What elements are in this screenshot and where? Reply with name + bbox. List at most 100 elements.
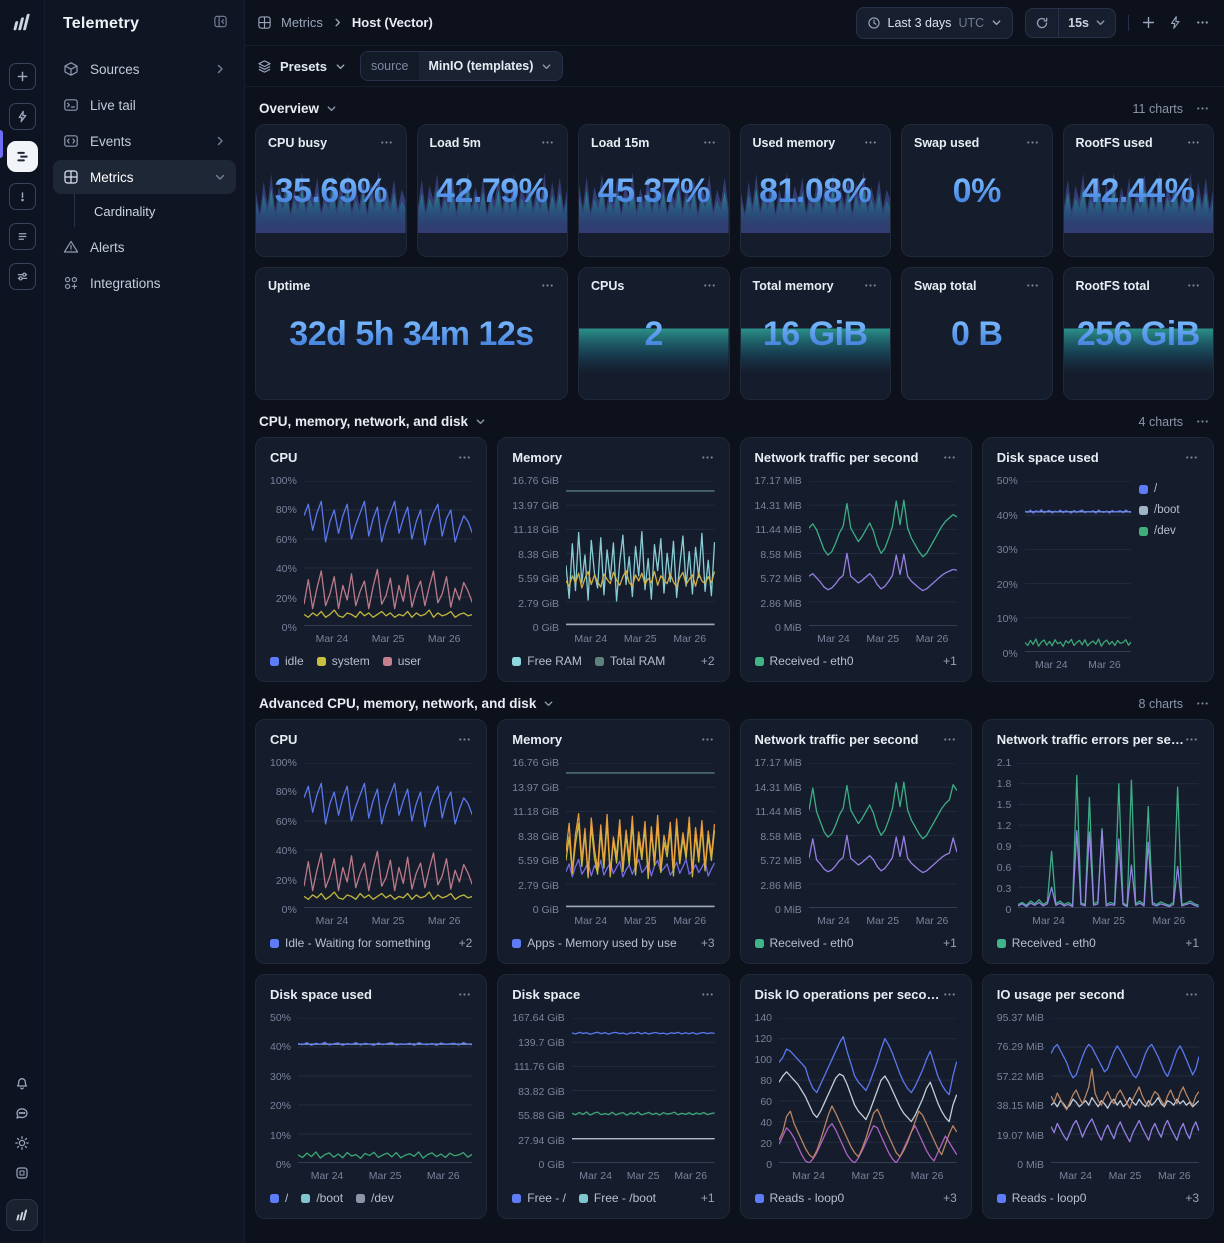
more-options-icon[interactable]	[1186, 135, 1201, 150]
more-options-icon[interactable]	[700, 450, 715, 465]
more-options-icon[interactable]	[457, 987, 472, 1002]
legend-more-count[interactable]: +3	[943, 1191, 957, 1205]
more-options-icon[interactable]	[1025, 278, 1040, 293]
legend-more-count[interactable]: +3	[700, 936, 715, 950]
legend-item[interactable]: /dev	[1139, 525, 1199, 537]
legend-item[interactable]: Free RAM	[512, 654, 582, 668]
rail-pipelines-icon[interactable]	[8, 263, 36, 290]
legend-item[interactable]: /	[1139, 483, 1199, 495]
source-selector[interactable]: source MinIO (templates)	[359, 51, 564, 81]
theme-sun-icon[interactable]	[14, 1135, 30, 1151]
rail-alerts-icon[interactable]	[8, 183, 36, 210]
more-options-icon[interactable]	[540, 135, 555, 150]
legend-item[interactable]: Received - eth0	[754, 654, 854, 668]
more-options-icon[interactable]	[942, 732, 957, 747]
legend-more-count[interactable]: +1	[1185, 936, 1199, 950]
chevron-down-icon[interactable]	[543, 698, 554, 709]
legend-more-count[interactable]: +1	[700, 1191, 715, 1205]
sidebar-item-events[interactable]: Events	[53, 124, 236, 158]
legend-item[interactable]: Total RAM	[594, 654, 665, 668]
rail-add-icon[interactable]	[8, 63, 36, 90]
more-options-icon[interactable]	[540, 278, 555, 293]
legend-item[interactable]: Free - /boot	[578, 1191, 656, 1205]
chevron-down-icon[interactable]	[475, 416, 486, 427]
shortcuts-command-icon[interactable]	[14, 1165, 30, 1181]
more-options-icon[interactable]	[942, 987, 957, 1002]
sidebar-item-live-tail[interactable]: Live tail	[53, 88, 236, 122]
chart-plot[interactable]	[304, 763, 472, 908]
notifications-bell-icon[interactable]	[14, 1075, 30, 1091]
legend-more-count[interactable]: +1	[943, 654, 957, 668]
refresh-interval-button[interactable]: 15s	[1058, 8, 1115, 37]
section-more-options-icon[interactable]	[1195, 696, 1210, 711]
legend-more-count[interactable]: +2	[700, 654, 715, 668]
zap-icon[interactable]	[1168, 15, 1183, 30]
legend-item[interactable]: system	[316, 654, 370, 668]
legend-item[interactable]: idle	[270, 654, 304, 668]
legend-item[interactable]: Free - /	[512, 1191, 566, 1205]
app-logo-icon[interactable]	[10, 13, 34, 36]
sidebar-item-metrics[interactable]: Metrics	[53, 160, 236, 194]
section-title[interactable]: Advanced CPU, memory, network, and disk	[259, 696, 537, 711]
chart-plot[interactable]	[566, 763, 715, 908]
more-options-icon[interactable]	[1025, 135, 1040, 150]
chart-plot[interactable]	[566, 481, 715, 626]
section-more-options-icon[interactable]	[1195, 101, 1210, 116]
more-options-icon[interactable]	[700, 732, 715, 747]
more-options-icon[interactable]	[863, 135, 878, 150]
feedback-chat-icon[interactable]	[14, 1105, 30, 1121]
sidebar-item-alerts[interactable]: Alerts	[53, 230, 236, 264]
more-options-icon[interactable]	[702, 278, 717, 293]
more-options-icon[interactable]	[1184, 450, 1199, 465]
more-options-icon[interactable]	[1184, 732, 1199, 747]
more-options-icon[interactable]	[942, 450, 957, 465]
more-options-icon[interactable]	[1195, 15, 1210, 30]
chart-plot[interactable]	[1025, 481, 1131, 652]
sidebar-item-integrations[interactable]: Integrations	[53, 266, 236, 300]
chart-plot[interactable]	[1018, 763, 1199, 908]
more-options-icon[interactable]	[700, 987, 715, 1002]
legend-item[interactable]: /boot	[301, 1191, 343, 1205]
chart-plot[interactable]	[809, 481, 957, 626]
time-range-button[interactable]: Last 3 days UTC	[855, 6, 1014, 39]
more-options-icon[interactable]	[1186, 278, 1201, 293]
more-options-icon[interactable]	[863, 278, 878, 293]
rail-logs-icon[interactable]	[8, 223, 36, 250]
chart-plot[interactable]	[809, 763, 957, 908]
legend-item[interactable]: Idle - Waiting for something	[270, 936, 431, 950]
refresh-icon[interactable]	[1026, 9, 1058, 37]
legend-item[interactable]: /	[270, 1191, 288, 1205]
more-options-icon[interactable]	[457, 450, 472, 465]
sidebar-item-cardinality[interactable]: Cardinality	[53, 193, 236, 228]
chart-plot[interactable]	[779, 1018, 957, 1163]
legend-item[interactable]: Received - eth0	[754, 936, 854, 950]
chart-plot[interactable]	[304, 481, 472, 626]
more-options-icon[interactable]	[702, 135, 717, 150]
chart-plot[interactable]	[1051, 1018, 1199, 1163]
presets-button[interactable]: Presets	[257, 59, 346, 74]
legend-more-count[interactable]: +1	[943, 936, 957, 950]
legend-more-count[interactable]: +2	[458, 936, 473, 950]
section-more-options-icon[interactable]	[1195, 414, 1210, 429]
legend-item[interactable]: Apps - Memory used by use	[512, 936, 677, 950]
legend-item[interactable]: Reads - loop0	[754, 1191, 844, 1205]
legend-item[interactable]: user	[382, 654, 421, 668]
sidebar-collapse-icon[interactable]	[213, 14, 228, 34]
breadcrumb-root[interactable]: Metrics	[281, 15, 323, 30]
section-title[interactable]: Overview	[259, 101, 320, 116]
add-chart-icon[interactable]	[1141, 15, 1156, 30]
section-title[interactable]: CPU, memory, network, and disk	[259, 414, 469, 429]
sidebar-item-sources[interactable]: Sources	[53, 52, 236, 86]
more-options-icon[interactable]	[1184, 987, 1199, 1002]
legend-item[interactable]: Received - eth0	[996, 936, 1096, 950]
chart-plot[interactable]	[298, 1018, 472, 1163]
legend-more-count[interactable]: +3	[1185, 1191, 1199, 1205]
more-options-icon[interactable]	[457, 732, 472, 747]
rail-livetail-icon[interactable]	[8, 103, 36, 130]
more-options-icon[interactable]	[379, 135, 394, 150]
legend-item[interactable]: /dev	[356, 1191, 394, 1205]
rail-metrics-icon[interactable]	[6, 141, 38, 172]
user-avatar[interactable]	[6, 1199, 38, 1231]
legend-item[interactable]: /boot	[1139, 504, 1199, 516]
legend-item[interactable]: Reads - loop0	[996, 1191, 1086, 1205]
